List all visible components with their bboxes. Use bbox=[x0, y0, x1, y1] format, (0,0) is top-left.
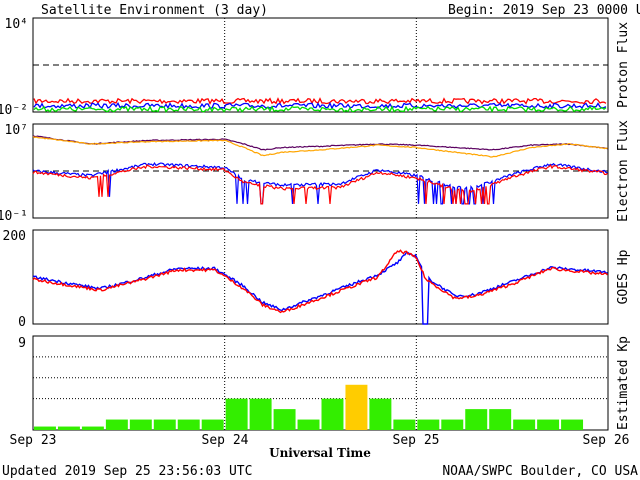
electron-ymax-label: 10⁷ bbox=[5, 123, 28, 138]
electron-series-red bbox=[32, 164, 608, 205]
estimated-kp-label: Estimated Kp bbox=[616, 336, 631, 430]
kp-bar-8 bbox=[225, 398, 248, 430]
kp-bar-22 bbox=[561, 419, 584, 430]
kp-bar-0 bbox=[34, 426, 56, 430]
x-tick-sep24: Sep 24 bbox=[202, 433, 249, 448]
source-credit: NOAA/SWPC Boulder, CO USA bbox=[442, 464, 638, 479]
kp-bar-13 bbox=[345, 384, 368, 430]
x-tick-sep26: Sep 26 bbox=[583, 433, 630, 448]
hp-ymax-label: 200 bbox=[3, 229, 26, 244]
electron-flux-label: Electron Flux bbox=[616, 120, 631, 222]
kp-bar-6 bbox=[177, 419, 200, 430]
kp-bar-9 bbox=[249, 398, 272, 430]
electron-ymin-label: 10⁻¹ bbox=[0, 209, 28, 224]
kp-bar-21 bbox=[537, 419, 560, 430]
proton-ymax-label: 10⁴ bbox=[5, 17, 28, 32]
proton-ymin-label: 10⁻² bbox=[0, 103, 28, 118]
electron-series-orange bbox=[32, 136, 608, 158]
proton-series-red bbox=[33, 97, 607, 106]
kp-bar-17 bbox=[441, 419, 464, 430]
proton-flux-label: Proton Flux bbox=[616, 22, 631, 108]
electron-series-purple bbox=[32, 135, 608, 151]
kp-bar-1 bbox=[57, 426, 80, 430]
kp-bar-15 bbox=[393, 419, 416, 430]
kp-bar-5 bbox=[153, 419, 176, 430]
x-tick-sep25: Sep 25 bbox=[393, 433, 440, 448]
proton-series-green bbox=[33, 105, 607, 113]
kp-bar-7 bbox=[201, 419, 224, 430]
x-tick-sep23: Sep 23 bbox=[10, 433, 57, 448]
kp-bar-3 bbox=[105, 419, 128, 430]
goes-hp-label: GOES Hp bbox=[616, 249, 631, 304]
x-axis-label: Universal Time bbox=[269, 446, 371, 460]
hp-series-red bbox=[32, 249, 608, 314]
updated-timestamp: Updated 2019 Sep 25 23:56:03 UTC bbox=[2, 464, 252, 479]
kp-bar-18 bbox=[465, 409, 488, 430]
begin-time: Begin: 2019 Sep 23 0000 UTC bbox=[448, 3, 640, 18]
chart-marks bbox=[32, 18, 608, 430]
kp-bar-20 bbox=[513, 419, 536, 430]
kp-bar-16 bbox=[417, 419, 440, 430]
kp-bar-10 bbox=[273, 409, 296, 430]
electron-series-blue bbox=[32, 161, 608, 205]
kp-bar-11 bbox=[297, 419, 320, 430]
hp-ymin-label: 0 bbox=[18, 315, 26, 330]
kp-bar-12 bbox=[321, 398, 344, 430]
hp-panel-frame bbox=[32, 229, 609, 325]
proton-series-blue bbox=[33, 101, 607, 110]
hp-series-blue bbox=[32, 251, 608, 325]
kp-bar-4 bbox=[129, 419, 152, 430]
kp-bar-19 bbox=[489, 409, 512, 430]
kp-ymax-label: 9 bbox=[18, 336, 26, 351]
kp-bar-14 bbox=[369, 398, 392, 430]
kp-bar-2 bbox=[81, 426, 104, 430]
proton-panel-frame bbox=[32, 17, 609, 113]
kp-panel-frame bbox=[32, 335, 609, 431]
chart-title: Satellite Environment (3 day) bbox=[41, 3, 268, 18]
